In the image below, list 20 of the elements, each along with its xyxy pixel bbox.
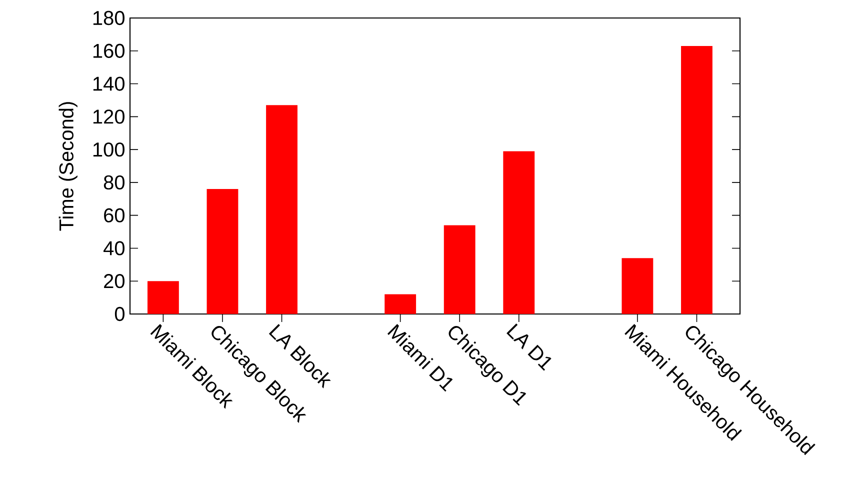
bar (384, 294, 416, 314)
bar (206, 189, 238, 314)
bar (266, 105, 298, 314)
y-tick-label: 160 (93, 44, 124, 58)
bar (622, 258, 654, 314)
y-tick-label: 140 (93, 76, 124, 91)
bar (444, 225, 476, 314)
x-tick-label: LA D1 (506, 324, 552, 371)
bar (503, 151, 535, 314)
bar (147, 281, 179, 314)
y-tick-label: 120 (93, 110, 124, 124)
y-tick-label: 60 (104, 208, 124, 222)
y-tick-label: 0 (114, 306, 124, 322)
y-tick-label: 100 (93, 142, 124, 157)
y-tick-label: 20 (104, 274, 124, 288)
y-tick-label: 80 (104, 175, 124, 190)
bar (681, 46, 712, 314)
y-axis-title: Time (Second) (58, 102, 78, 231)
y-tick-label: 40 (104, 241, 124, 256)
y-tick-label: 180 (93, 10, 124, 26)
